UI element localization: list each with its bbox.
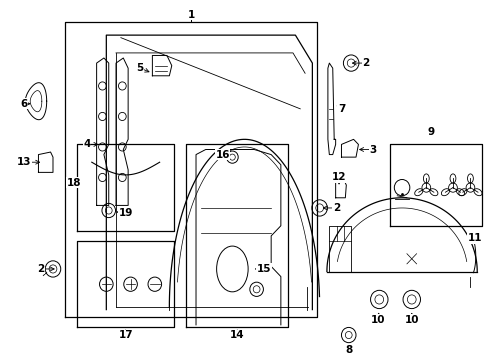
Text: 2: 2 bbox=[332, 203, 340, 213]
Text: 16: 16 bbox=[215, 150, 229, 159]
Text: 17: 17 bbox=[118, 330, 133, 340]
Text: 6: 6 bbox=[20, 99, 27, 109]
Text: 3: 3 bbox=[368, 144, 376, 154]
Text: 13: 13 bbox=[17, 157, 31, 167]
Text: 14: 14 bbox=[229, 330, 244, 340]
Text: 12: 12 bbox=[331, 172, 346, 183]
Text: 18: 18 bbox=[66, 177, 81, 188]
Text: 9: 9 bbox=[427, 127, 434, 137]
Text: 11: 11 bbox=[467, 233, 481, 243]
Text: 10: 10 bbox=[404, 315, 418, 325]
Text: 10: 10 bbox=[370, 315, 384, 325]
Text: 15: 15 bbox=[256, 264, 270, 274]
Text: 19: 19 bbox=[118, 208, 133, 218]
Text: 8: 8 bbox=[345, 345, 352, 355]
Text: 5: 5 bbox=[136, 63, 143, 73]
Text: 1: 1 bbox=[187, 10, 194, 20]
Text: 7: 7 bbox=[337, 104, 345, 114]
Text: 4: 4 bbox=[83, 139, 90, 149]
Text: 2: 2 bbox=[37, 264, 44, 274]
Text: 2: 2 bbox=[361, 58, 368, 68]
